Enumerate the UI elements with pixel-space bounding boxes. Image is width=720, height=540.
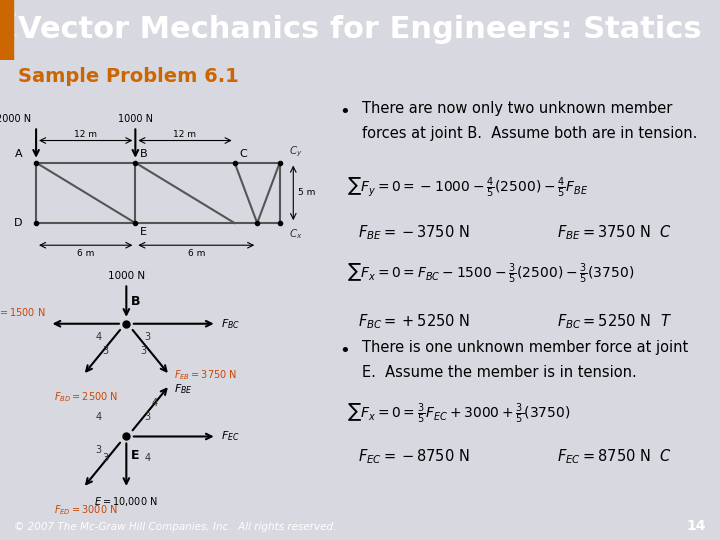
Text: $F_{EC}$: $F_{EC}$ xyxy=(221,430,240,443)
Text: 6 m: 6 m xyxy=(77,249,94,258)
Text: $F_{EC} = -8750\ \mathrm{N}$: $F_{EC} = -8750\ \mathrm{N}$ xyxy=(359,448,470,466)
Text: 3: 3 xyxy=(140,346,146,356)
Text: E: E xyxy=(131,449,140,462)
Text: 12 m: 12 m xyxy=(74,130,97,138)
Text: 3: 3 xyxy=(145,332,150,342)
Text: $F_{EC} = 8750\ \mathrm{N}\ \ C$: $F_{EC} = 8750\ \mathrm{N}\ \ C$ xyxy=(557,448,672,466)
Text: E.  Assume the member is in tension.: E. Assume the member is in tension. xyxy=(362,365,637,380)
Text: Vector Mechanics for Engineers: Statics: Vector Mechanics for Engineers: Statics xyxy=(18,15,701,44)
Text: $F_{BE} = -3750\ \mathrm{N}$: $F_{BE} = -3750\ \mathrm{N}$ xyxy=(359,224,470,242)
Text: 1000 N: 1000 N xyxy=(118,114,153,124)
Text: 4: 4 xyxy=(151,399,157,408)
Text: $\sum F_x = 0 = F_{BC} - 1500 - \frac{3}{5}(2500) - \frac{3}{5}(3750)$: $\sum F_x = 0 = F_{BC} - 1500 - \frac{3}… xyxy=(347,261,634,286)
Text: $\sum F_x = 0 = \frac{3}{5}F_{EC} + 3000 + \frac{3}{5}(3750)$: $\sum F_x = 0 = \frac{3}{5}F_{EC} + 3000… xyxy=(347,401,570,425)
Text: A: A xyxy=(15,148,22,159)
Text: There is one unknown member force at joint: There is one unknown member force at joi… xyxy=(362,340,688,355)
Text: E: E xyxy=(140,227,147,237)
Text: 4: 4 xyxy=(145,453,150,463)
Text: 3: 3 xyxy=(145,413,150,422)
Text: 2000 N: 2000 N xyxy=(0,114,32,124)
Text: 4: 4 xyxy=(95,413,102,422)
Text: $E=10{,}000\ \mathrm{N}$: $E=10{,}000\ \mathrm{N}$ xyxy=(94,495,158,508)
Text: C: C xyxy=(239,148,247,159)
Text: $F_{BE} = 3750\ \mathrm{N}\ \ C$: $F_{BE} = 3750\ \mathrm{N}\ \ C$ xyxy=(557,224,672,242)
Text: Sample Problem 6.1: Sample Problem 6.1 xyxy=(18,67,239,86)
Text: 3: 3 xyxy=(102,453,108,463)
Text: $C_y$: $C_y$ xyxy=(289,144,302,159)
Text: •: • xyxy=(339,103,350,121)
Bar xyxy=(0,0,13,60)
Text: forces at joint B.  Assume both are in tension.: forces at joint B. Assume both are in te… xyxy=(362,126,698,141)
Text: 3: 3 xyxy=(102,346,108,356)
Text: $F_{BC} = +5250\ \mathrm{N}$: $F_{BC} = +5250\ \mathrm{N}$ xyxy=(359,312,471,331)
Text: 6 m: 6 m xyxy=(188,249,205,258)
Text: 1000 N: 1000 N xyxy=(108,272,145,281)
Text: 4: 4 xyxy=(95,332,102,342)
Text: 3: 3 xyxy=(95,444,102,455)
Text: $F_{BA}=1500\ \mathrm{N}$: $F_{BA}=1500\ \mathrm{N}$ xyxy=(0,306,45,320)
Text: 14: 14 xyxy=(686,519,706,534)
Text: Eighth: Eighth xyxy=(0,12,17,17)
Text: $F_{BC}$: $F_{BC}$ xyxy=(221,317,240,330)
Text: Edition: Edition xyxy=(0,33,17,38)
Text: $F_{BE}$: $F_{BE}$ xyxy=(174,382,192,396)
Text: 5 m: 5 m xyxy=(298,188,315,197)
Text: There are now only two unknown member: There are now only two unknown member xyxy=(362,101,672,116)
Text: $C_x$: $C_x$ xyxy=(289,227,302,241)
Text: B: B xyxy=(140,148,148,159)
Text: © 2007 The Mc-Graw Hill Companies, Inc.  All rights reserved.: © 2007 The Mc-Graw Hill Companies, Inc. … xyxy=(14,522,337,531)
Text: D: D xyxy=(14,218,22,228)
Text: $F_{EB}=3750\ \mathrm{N}$: $F_{EB}=3750\ \mathrm{N}$ xyxy=(174,368,237,382)
Text: •: • xyxy=(339,342,350,360)
Text: $F_{BD}=2500\ \mathrm{N}$: $F_{BD}=2500\ \mathrm{N}$ xyxy=(54,390,118,404)
Text: $F_{ED}=3000\ \mathrm{N}$: $F_{ED}=3000\ \mathrm{N}$ xyxy=(54,503,117,517)
Text: $\sum F_y = 0 = -1000 - \frac{4}{5}(2500) - \frac{4}{5}F_{BE}$: $\sum F_y = 0 = -1000 - \frac{4}{5}(2500… xyxy=(347,175,588,199)
Text: B: B xyxy=(131,295,140,308)
Text: $F_{BC} = 5250\ \mathrm{N}\ \ T$: $F_{BC} = 5250\ \mathrm{N}\ \ T$ xyxy=(557,312,672,331)
Text: 12 m: 12 m xyxy=(174,130,197,138)
